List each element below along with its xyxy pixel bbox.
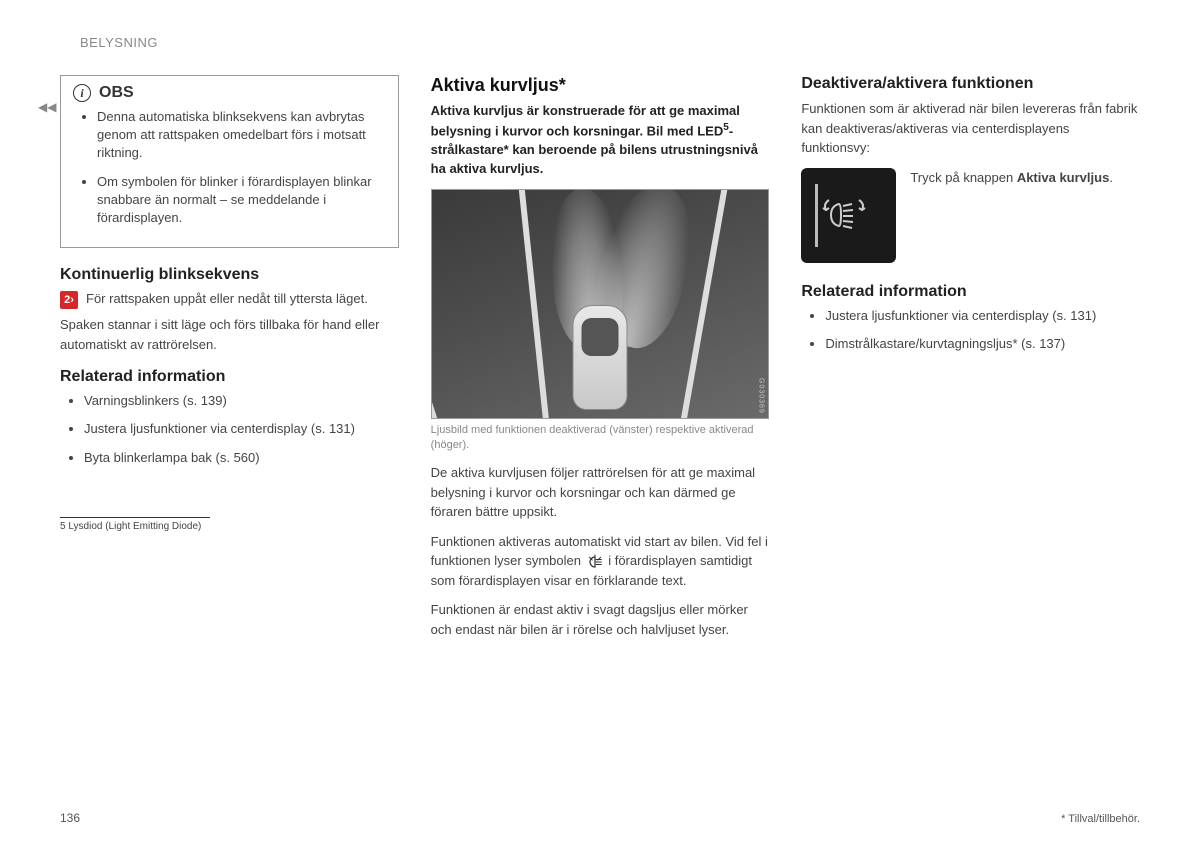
intro-text: Aktiva kurvljus är konstruerade för att … (431, 102, 770, 179)
page-header: BELYSNING (80, 35, 1140, 50)
related-list: Varningsblinkers (s. 139) Justera ljusfu… (60, 392, 399, 467)
related-list: Justera ljusfunktioner via centerdisplay… (801, 307, 1140, 353)
related-info-heading: Relaterad information (801, 283, 1140, 301)
main-title: Aktiva kurvljus* (431, 75, 770, 96)
note-item: Denna automatiska blinksekvens kan avbry… (97, 108, 386, 163)
related-item: Justera ljusfunktioner via centerdisplay… (825, 307, 1140, 325)
note-title: i OBS (73, 84, 386, 102)
step-text: För rattspaken uppåt eller nedåt till yt… (86, 290, 368, 309)
continuation-arrow: ◀◀ (38, 100, 56, 114)
page-number: 136 (60, 811, 80, 825)
related-item: Justera ljusfunktioner via centerdisplay… (84, 420, 399, 438)
body-text: Funktionen som är aktiverad när bilen le… (801, 99, 1140, 158)
column-1: i OBS Denna automatiska blinksekvens kan… (60, 75, 399, 649)
section-heading: Kontinuerlig blinksekvens (60, 266, 399, 284)
note-title-text: OBS (99, 84, 134, 102)
headlight-warning-icon (585, 554, 605, 570)
image-id: G030369 (757, 378, 764, 414)
note-list: Denna automatiska blinksekvens kan avbry… (73, 108, 386, 227)
footnote-text: Lysdiod (Light Emitting Diode) (66, 521, 202, 532)
section-heading: Deaktivera/aktivera funktionen (801, 75, 1140, 93)
body-text: Spaken stannar i sitt läge och förs till… (60, 315, 399, 354)
body-text: Funktionen aktiveras automatiskt vid sta… (431, 532, 770, 591)
car-icon (573, 305, 628, 410)
figure-caption: Ljusbild med funktionen deaktiverad (vän… (431, 423, 770, 454)
related-item: Dimstrålkastare/kurvtagningsljus* (s. 13… (825, 335, 1140, 353)
column-3: Deaktivera/aktivera funktionen Funktione… (801, 75, 1140, 649)
footnote: 5 Lysdiod (Light Emitting Diode) (60, 521, 399, 532)
illustration-curve-lights: G030369 (431, 189, 770, 419)
button-instruction: Tryck på knappen Aktiva kurvljus. (910, 168, 1113, 188)
content-columns: i OBS Denna automatiska blinksekvens kan… (60, 75, 1140, 649)
body-text: De aktiva kurvljusen följer rattrörelsen… (431, 463, 770, 522)
related-info-heading: Relaterad information (60, 368, 399, 386)
column-2: Aktiva kurvljus* Aktiva kurvljus är kons… (431, 75, 770, 649)
function-button-row: Tryck på knappen Aktiva kurvljus. (801, 168, 1140, 263)
related-item: Varningsblinkers (s. 139) (84, 392, 399, 410)
note-box: i OBS Denna automatiska blinksekvens kan… (60, 75, 399, 248)
note-item: Om symbolen för blinker i förardisplayen… (97, 173, 386, 228)
active-bending-lights-button-icon (801, 168, 896, 263)
info-icon: i (73, 84, 91, 102)
footer-note-right: * Tillval/tillbehör. (1061, 813, 1140, 825)
body-text: Funktionen är endast aktiv i svagt dagsl… (431, 600, 770, 639)
related-item: Byta blinkerlampa bak (s. 560) (84, 449, 399, 467)
step-number-icon: 2› (60, 291, 78, 309)
instruction-step: 2› För rattspaken uppåt eller nedåt till… (60, 290, 399, 309)
